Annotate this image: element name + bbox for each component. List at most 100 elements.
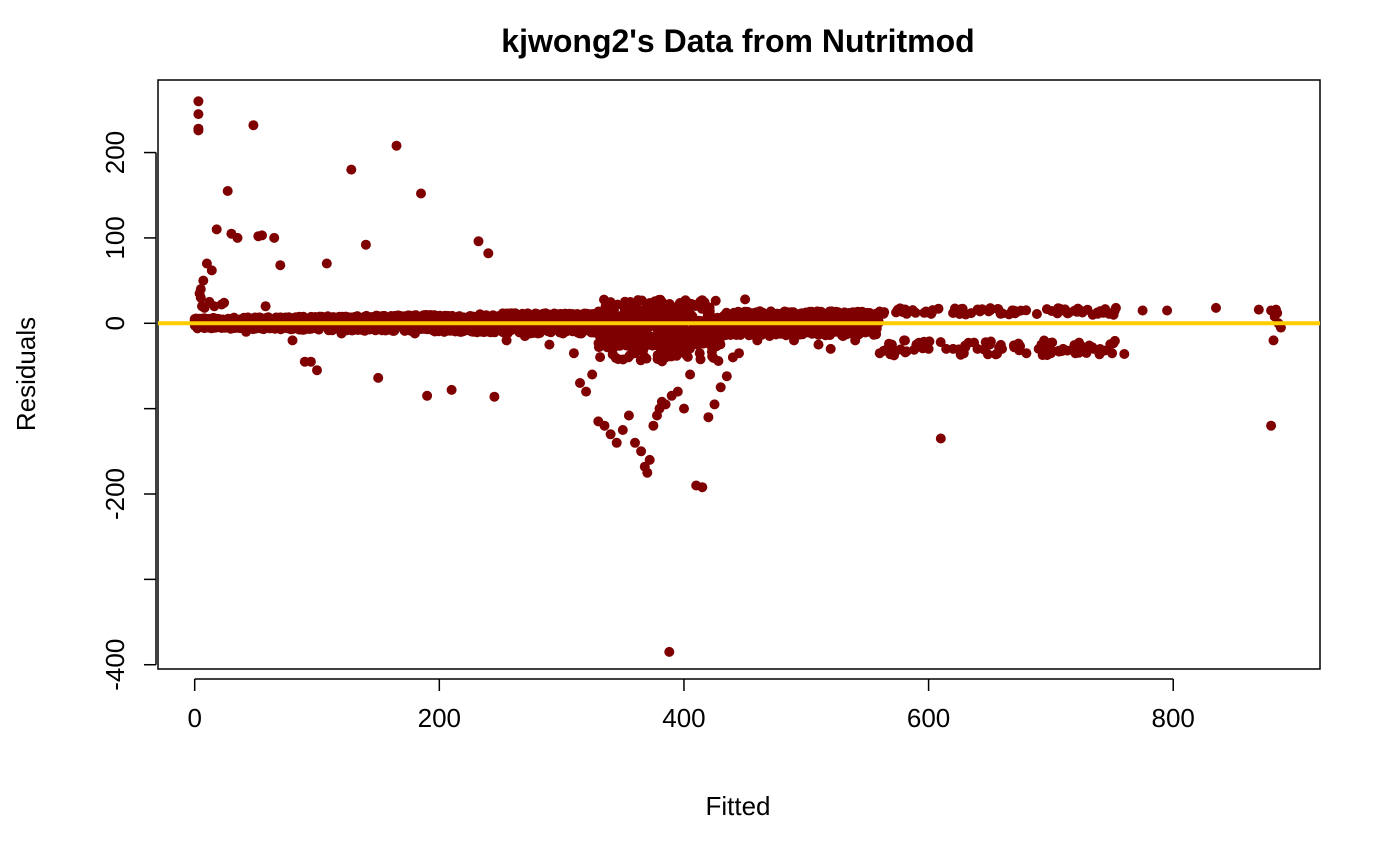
data-point <box>1119 349 1130 359</box>
data-point <box>715 382 726 393</box>
data-point <box>1058 343 1069 354</box>
data-point <box>810 311 821 322</box>
data-point <box>923 343 934 354</box>
data-point <box>1095 306 1106 317</box>
data-point <box>1104 308 1115 319</box>
y-tick-label: 200 <box>100 131 130 174</box>
data-point <box>666 351 677 362</box>
chart-title: kjwong2's Data from Nutritmod <box>501 23 974 59</box>
data-point <box>630 338 641 348</box>
data-point <box>818 325 829 336</box>
data-point <box>360 239 371 250</box>
data-point <box>679 336 690 347</box>
data-point <box>764 331 775 342</box>
data-point <box>581 386 592 397</box>
data-point <box>519 331 530 342</box>
data-point <box>997 343 1007 354</box>
data-point <box>927 307 937 318</box>
data-point <box>501 335 512 346</box>
data-point <box>195 292 206 303</box>
data-point <box>587 369 598 380</box>
data-point <box>886 339 897 350</box>
data-point <box>260 301 271 312</box>
data-point <box>1047 337 1058 348</box>
data-point <box>956 305 966 316</box>
data-point <box>685 369 696 380</box>
data-point <box>287 335 298 346</box>
data-point <box>1070 348 1081 359</box>
data-point <box>664 646 675 657</box>
data-point <box>269 232 280 243</box>
data-point <box>630 437 640 448</box>
x-tick-label: 400 <box>662 703 705 733</box>
data-point <box>1088 343 1099 354</box>
data-point <box>1211 302 1221 313</box>
data-point <box>1021 348 1032 359</box>
data-point <box>935 433 946 444</box>
data-point <box>373 311 384 322</box>
data-point <box>416 188 426 199</box>
data-point <box>1162 305 1173 316</box>
data-point <box>724 312 735 323</box>
data-point <box>786 307 797 318</box>
data-point <box>305 356 316 367</box>
data-point <box>625 297 636 307</box>
data-point <box>495 324 505 335</box>
y-axis-label: Residuals <box>11 317 41 431</box>
data-point <box>1137 305 1148 316</box>
data-point <box>948 343 959 354</box>
data-point <box>789 335 799 346</box>
data-point <box>595 352 606 363</box>
data-point <box>752 335 763 346</box>
data-point <box>261 313 272 323</box>
data-point <box>623 338 633 349</box>
data-point <box>504 313 515 323</box>
data-point <box>734 348 744 359</box>
data-point <box>336 328 347 339</box>
data-point <box>422 390 433 401</box>
data-point <box>703 412 714 423</box>
data-point <box>721 371 732 382</box>
data-point <box>935 337 946 348</box>
data-point <box>489 391 500 402</box>
data-point <box>567 309 578 320</box>
data-point <box>1009 342 1020 353</box>
data-point <box>650 296 661 307</box>
data-point <box>825 343 836 354</box>
data-point <box>446 384 457 395</box>
data-point <box>636 446 647 457</box>
data-point <box>1108 338 1119 349</box>
data-point <box>844 308 855 318</box>
data-point <box>321 258 332 269</box>
data-point <box>346 164 357 175</box>
data-point <box>702 323 713 334</box>
data-point <box>960 342 971 353</box>
data-point <box>744 307 755 318</box>
data-point <box>250 313 261 324</box>
data-point <box>635 355 646 366</box>
data-point <box>681 297 692 307</box>
data-point <box>682 351 693 362</box>
data-point <box>555 308 566 319</box>
data-point <box>1107 348 1118 359</box>
data-point <box>275 260 286 271</box>
data-point <box>648 420 659 431</box>
data-point <box>672 336 683 347</box>
data-point <box>838 331 848 342</box>
data-point <box>222 186 233 196</box>
y-tick-label: -200 <box>100 468 130 520</box>
data-point <box>911 339 922 350</box>
data-point <box>855 312 866 323</box>
data-point <box>849 328 860 339</box>
data-point <box>568 348 579 359</box>
data-point <box>409 328 420 339</box>
data-point <box>704 302 715 313</box>
data-point <box>1268 335 1279 346</box>
data-point <box>1269 311 1280 322</box>
data-point <box>470 324 480 335</box>
data-point <box>900 304 911 315</box>
data-point <box>671 325 682 336</box>
data-point <box>709 399 720 410</box>
data-point <box>924 336 935 347</box>
data-point <box>264 323 275 334</box>
